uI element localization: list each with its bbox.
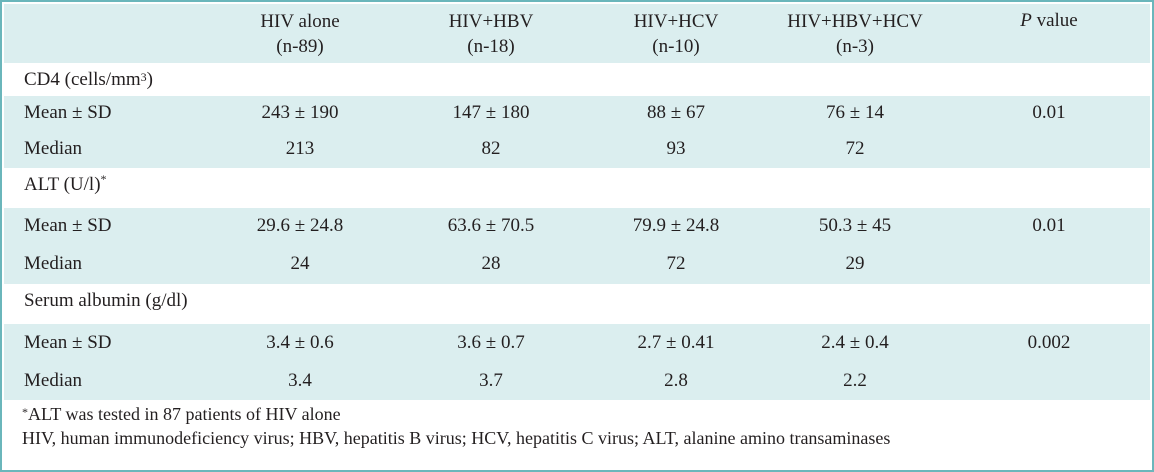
section-row-alt: ALT (U/l) * xyxy=(4,168,1150,208)
table-row: Mean ± SD 29.6 ± 24.8 63.6 ± 70.5 79.9 ±… xyxy=(4,208,1150,243)
column-header-count: (n-89) xyxy=(276,35,324,57)
column-header-count: (n-18) xyxy=(467,35,515,57)
table-cell: 213 xyxy=(285,137,315,159)
table-row: Median 213 82 93 72 xyxy=(4,129,1150,168)
p-value-cell: 0.01 xyxy=(1032,101,1066,123)
p-value-cell: 0.01 xyxy=(1032,214,1066,236)
row-label: Mean ± SD xyxy=(24,101,112,123)
section-title-text: Serum albumin (g/dl) xyxy=(24,290,188,311)
row-label: Median xyxy=(24,252,83,274)
table-cell: 72 xyxy=(845,137,865,159)
section-title-text: ALT (U/l) xyxy=(24,174,101,195)
table-cell: 88 ± 67 xyxy=(647,101,705,123)
p-value-italic: P xyxy=(1020,10,1032,31)
table-cell: 243 ± 190 xyxy=(261,101,339,123)
table-cell: 3.4 xyxy=(288,370,312,391)
section-title: Serum albumin (g/dl) xyxy=(24,284,188,324)
table-cell: 79.9 ± 24.8 xyxy=(632,214,720,236)
table-cell: 63.6 ± 70.5 xyxy=(447,214,535,236)
footnote-marker: * xyxy=(22,405,28,419)
table-cell: 2.7 ± 0.41 xyxy=(637,332,715,353)
column-header-hiv-hbv: HIV+HBV (n-18) xyxy=(396,4,586,63)
footnote-abbreviations: HIV, human immunodeficiency virus; HBV, … xyxy=(22,428,891,448)
table-cell: 29 xyxy=(845,252,865,274)
column-header-count: (n-3) xyxy=(836,35,874,57)
column-header-title: HIV+HCV xyxy=(633,10,719,32)
column-header-hiv-alone: HIV alone (n-89) xyxy=(204,4,396,63)
column-header-p-value: P value xyxy=(944,4,1154,63)
table-row: Mean ± SD 3.4 ± 0.6 3.6 ± 0.7 2.7 ± 0.41… xyxy=(4,324,1150,362)
table-cell: 2.2 xyxy=(843,370,867,391)
footnote-alt: *ALT was tested in 87 patients of HIV al… xyxy=(22,402,890,426)
column-header-hiv-hbv-hcv: HIV+HBV+HCV (n-3) xyxy=(766,4,944,63)
table-cell: 72 xyxy=(666,252,686,274)
p-value-cell xyxy=(944,243,1154,284)
table-cell: 2.8 xyxy=(664,370,688,391)
table-cell: 82 xyxy=(481,137,501,159)
table-cell: 93 xyxy=(666,137,686,159)
section-title-text: CD4 (cells/mm xyxy=(24,68,141,90)
footnote-text: ALT was tested in 87 patients of HIV alo… xyxy=(28,404,341,424)
column-header-title: HIV+HBV+HCV xyxy=(787,10,923,32)
section-title: ALT (U/l) * xyxy=(24,168,107,208)
table-cell: 50.3 ± 45 xyxy=(818,214,892,236)
column-header-hiv-hcv: HIV+HCV (n-10) xyxy=(586,4,766,63)
section-title-sup: 3 xyxy=(140,70,147,84)
table-row: Median 24 28 72 29 xyxy=(4,243,1150,284)
p-value-cell xyxy=(944,362,1154,400)
row-label: Mean ± SD xyxy=(24,332,112,353)
section-title: CD4 (cells/mm 3) xyxy=(24,63,153,96)
table-cell: 3.6 ± 0.7 xyxy=(457,332,525,353)
p-value-cell: 0.002 xyxy=(1027,332,1071,353)
p-value-rest: value xyxy=(1031,10,1078,31)
table-row: Median 3.4 3.7 2.8 2.2 xyxy=(4,362,1150,400)
row-label: Median xyxy=(24,137,83,159)
section-title-sup: * xyxy=(100,172,107,186)
p-value-heading: P value xyxy=(1020,8,1078,33)
section-row-cd4: CD4 (cells/mm 3) xyxy=(4,63,1150,96)
table-cell: 76 ± 14 xyxy=(826,101,884,123)
table-cell: 3.7 xyxy=(479,370,503,391)
table-cell: 29.6 ± 24.8 xyxy=(256,214,344,236)
section-title-after: ) xyxy=(146,68,153,90)
column-header-title: HIV+HBV xyxy=(448,10,534,32)
table-footnotes: *ALT was tested in 87 patients of HIV al… xyxy=(22,402,890,450)
column-header-count: (n-10) xyxy=(652,35,700,57)
table-cell: 147 ± 180 xyxy=(452,101,530,123)
table-cell: 28 xyxy=(481,252,501,274)
section-row-serum-albumin: Serum albumin (g/dl) xyxy=(4,284,1150,324)
p-value-cell xyxy=(944,129,1154,168)
table-cell: 3.4 ± 0.6 xyxy=(266,332,334,353)
row-label: Median xyxy=(24,370,83,391)
table-header-row: HIV alone (n-89) HIV+HBV (n-18) HIV+HCV … xyxy=(4,4,1150,63)
table-cell: 24 xyxy=(290,252,310,274)
table-row: Mean ± SD 243 ± 190 147 ± 180 88 ± 67 76… xyxy=(4,96,1150,129)
table-cell: 2.4 ± 0.4 xyxy=(821,332,889,353)
row-label: Mean ± SD xyxy=(24,214,112,236)
column-header-title: HIV alone xyxy=(260,10,340,32)
